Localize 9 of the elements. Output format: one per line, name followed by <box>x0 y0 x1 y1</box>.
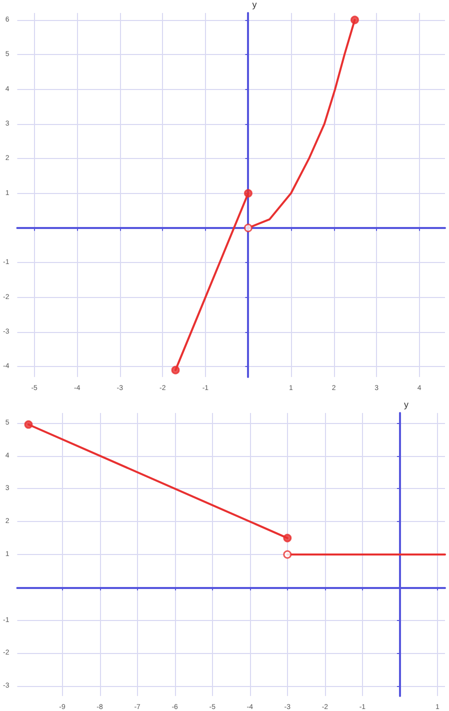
point <box>283 550 292 559</box>
point <box>24 420 33 429</box>
point <box>244 224 252 232</box>
y-axis-title: y <box>252 0 258 10</box>
y-axis-title: y <box>404 400 409 410</box>
point <box>244 189 252 198</box>
point <box>283 534 292 542</box>
point <box>350 16 359 24</box>
point <box>171 366 180 374</box>
